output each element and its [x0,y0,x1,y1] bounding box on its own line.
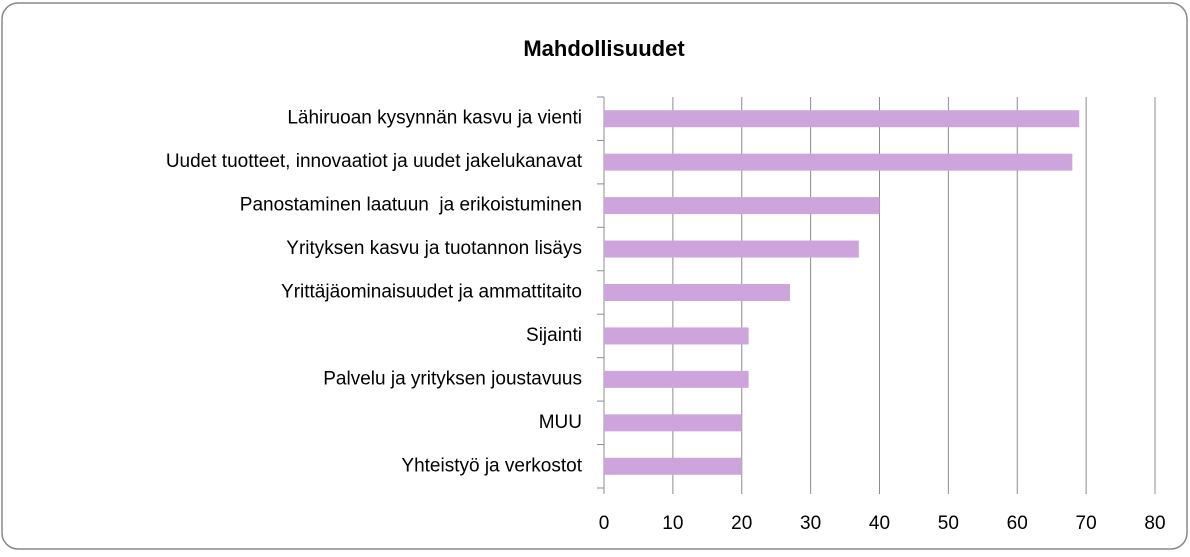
bar [604,457,742,475]
y-tick-label: Yhteistyö ja verkostot [401,455,582,476]
x-tick-label: 60 [1007,513,1028,534]
y-tick-label: Yrityksen kasvu ja tuotannon lisäys [286,238,582,259]
x-tick-label: 80 [1144,513,1165,534]
y-tick-label: Palvelu ja yrityksen joustavuus [323,368,582,389]
bar [604,370,749,388]
y-tick-label: Uudet tuotteet, innovaatiot ja uudet jak… [166,151,583,172]
x-tick-label: 30 [800,513,821,534]
y-tick-label: MUU [539,412,582,433]
x-tick-label: 0 [599,513,610,534]
bar [604,153,1073,171]
bar [604,240,859,258]
x-tick-label: 50 [938,513,959,534]
x-tick-label: 10 [662,513,683,534]
bar [604,327,749,345]
bar [604,110,1080,128]
bar [604,284,790,301]
y-tick-label: Sijainti [526,325,582,346]
y-tick-label: Yrittäjäominaisuudet ja ammattitaito [281,282,582,303]
x-tick-label: 70 [1076,513,1097,534]
chart-title: Mahdollisuudet [523,36,685,61]
bar [604,414,742,432]
y-tick-label: Panostaminen laatuun ja erikoistuminen [240,195,582,216]
y-tick-label: Lähiruoan kysynnän kasvu ja vienti [287,108,582,129]
x-tick-label: 40 [869,513,890,534]
x-tick-label: 20 [731,513,752,534]
bar [604,197,880,215]
